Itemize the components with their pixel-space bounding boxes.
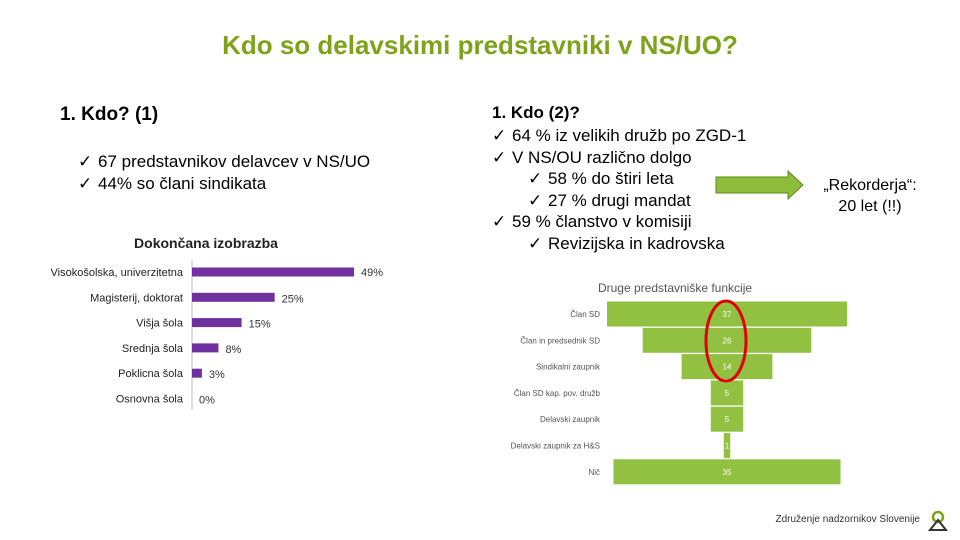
left-heading: 1. Kdo? (1) (60, 104, 159, 125)
category-label: Nič (588, 468, 600, 477)
functions-chart-title: Druge predstavniške funkcije (597, 281, 753, 295)
logo-icon (928, 510, 948, 531)
check-icon: ✓ (528, 190, 543, 210)
left-bullet-text: 44% so člani sindikata (98, 174, 267, 193)
check-icon: ✓ (492, 147, 507, 167)
funnel-bar (710, 406, 744, 432)
education-chart: Visokošolska, univerzitetna 49% Magisterij… (51, 260, 383, 410)
slide-title: Kdo so delavskimi predstavniki v NS/UO? (222, 30, 738, 60)
value-label: 35 (723, 468, 732, 477)
callout-line-1: „Rekorderja“: (823, 177, 917, 194)
footer-org: Združenje nadzornikov Slovenije (775, 514, 920, 525)
check-icon: ✓ (78, 174, 93, 193)
category-label: Delavski zaupnik (540, 415, 601, 424)
right-bullet-text: 59 % članstvo v komisiji (512, 212, 692, 231)
funnel-bar (723, 433, 731, 458)
value-label: 26 (723, 336, 732, 345)
right-bullet: ✓ V NS/OU različno dolgo (492, 148, 692, 168)
value-label: 8% (225, 344, 241, 356)
right-bullet: ✓ Revizijska in kadrovska (528, 234, 725, 254)
right-bullet: ✓ 27 % drugi mandat (528, 191, 691, 211)
value-label: 25% (282, 293, 304, 305)
category-label: Višja šola (136, 318, 184, 330)
category-label: Poklicna šola (118, 368, 184, 380)
right-bullet: ✓ 58 % do štiri leta (528, 169, 674, 189)
right-bullet-text: 64 % iz velikih družb po ZGD-1 (512, 126, 747, 145)
bar (192, 343, 219, 353)
funnel-bar (613, 459, 841, 485)
category-label: Član in predsednik SD (520, 336, 600, 345)
category-label: Član SD (570, 310, 600, 319)
bar (192, 368, 202, 378)
check-icon: ✓ (528, 169, 543, 188)
value-label: 14 (723, 363, 732, 372)
value-label: 49% (361, 267, 383, 279)
right-heading: 1. Kdo (2)? (492, 103, 580, 122)
check-icon: ✓ (492, 126, 507, 145)
funnel-bar (710, 380, 744, 406)
value-label: 37 (723, 310, 732, 319)
right-bullet-text: 58 % do štiri leta (548, 169, 674, 188)
category-label: Srednja šola (122, 343, 184, 355)
funnel-bar (642, 327, 812, 353)
value-label: 5 (725, 389, 730, 398)
value-label: 15% (249, 319, 271, 331)
check-icon: ✓ (492, 212, 507, 231)
right-arrow-icon (715, 169, 804, 201)
record-callout: „Rekorderja“: 20 let (!!) (805, 175, 935, 217)
right-bullet: ✓ 59 % članstvo v komisiji (492, 212, 692, 232)
right-bullet-text: 27 % drugi mandat (548, 190, 691, 210)
category-label: Magisterij, doktorat (90, 292, 183, 304)
left-bullet-text: 67 predstavnikov delavcev v NS/UO (98, 152, 371, 171)
right-bullet-text: Revizijska in kadrovska (548, 233, 725, 253)
right-bullet-text: V NS/OU različno dolgo (512, 147, 692, 167)
check-icon: ✓ (528, 233, 543, 253)
highlight-circle (704, 299, 748, 383)
value-label: 3% (209, 369, 225, 381)
funnel-bar (607, 301, 847, 327)
left-bullet: ✓ 67 predstavnikov delavcev v NS/UO (78, 152, 370, 172)
callout-line-2: 20 let (!!) (838, 198, 902, 215)
value-label: 5 (725, 415, 730, 424)
category-label: Visokošolska, univerzitetna (51, 267, 184, 279)
check-icon: ✓ (78, 152, 93, 171)
category-label: Osnovna šola (116, 394, 184, 406)
right-bullet: ✓ 64 % iz velikih družb po ZGD-1 (492, 126, 746, 146)
bar (192, 318, 242, 328)
category-label: Delavski zaupnik za H&S (511, 442, 600, 451)
left-bullet: ✓ 44% so člani sindikata (78, 174, 266, 194)
category-label: Sindikalni zaupnik (536, 363, 601, 372)
value-label: 0% (199, 395, 215, 407)
education-chart-title: Dokončana izobrazba (134, 235, 278, 251)
funnel-bar (681, 354, 773, 380)
bar (192, 267, 354, 277)
bar (192, 292, 275, 302)
functions-chart: Član SD 37 Član in predsednik SD 26 Sindikal… (511, 301, 847, 485)
value-label: 1 (725, 442, 730, 451)
category-label: Član SD kap. pov. družb (514, 389, 601, 398)
